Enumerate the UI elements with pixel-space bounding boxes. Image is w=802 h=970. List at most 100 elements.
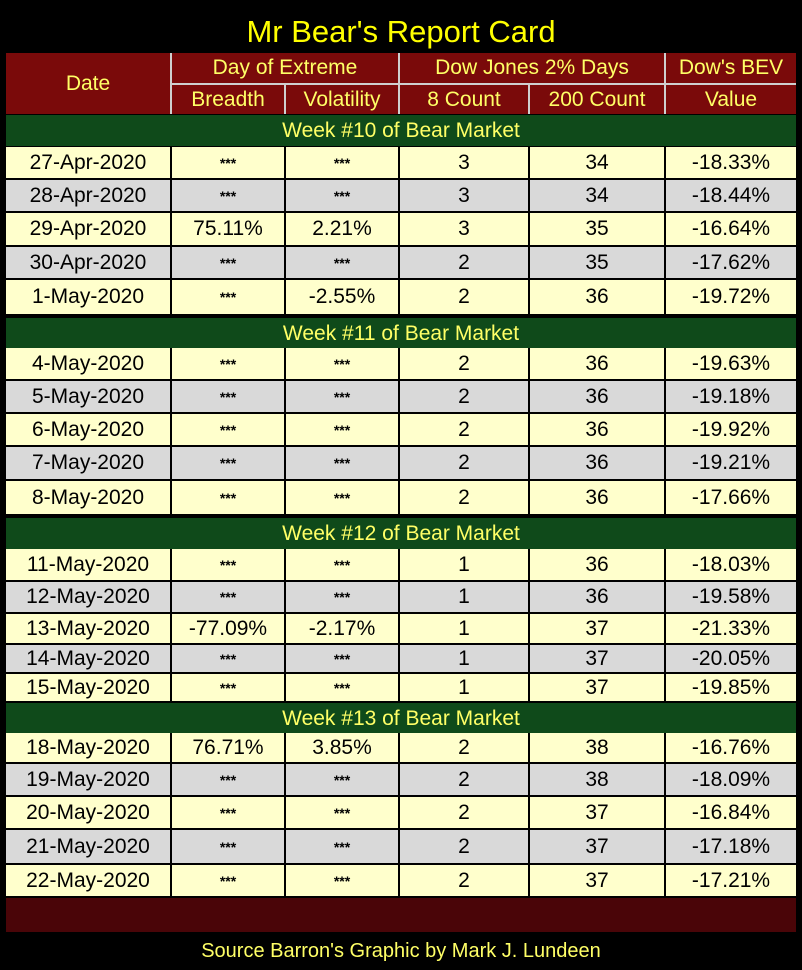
count-8-cell: 1 xyxy=(400,614,530,643)
bev-value-cell: -18.33% xyxy=(691,150,771,174)
count-200-cell: 38 xyxy=(530,764,666,795)
date-cell: 11-May-2020 xyxy=(6,549,172,580)
breadth-cell: *** xyxy=(172,180,286,211)
bev-value-cell: -19.92% xyxy=(691,417,771,441)
count-8-cell: 2 xyxy=(400,481,530,514)
breadth-cell: *** xyxy=(172,381,286,412)
count-8-cell: 1 xyxy=(400,674,530,701)
volatility-cell: *** xyxy=(286,247,400,278)
table-row: 20-May-2020 *** *** 2 37 -16.84% xyxy=(6,797,796,828)
date-cell: 19-May-2020 xyxy=(6,764,172,795)
date-cell: 20-May-2020 xyxy=(6,797,172,828)
table-row: 15-May-2020 *** *** 1 37 -19.85% xyxy=(6,674,796,701)
count-200-cell: 35 xyxy=(530,247,666,278)
count-8-cell: 2 xyxy=(400,733,530,762)
breadth-cell: *** xyxy=(172,247,286,278)
count-200-cell: 37 xyxy=(530,865,666,896)
count-8-cell: 2 xyxy=(400,247,530,278)
header-date: Date xyxy=(65,72,111,95)
count-200-cell: 36 xyxy=(530,481,666,514)
count-8-cell: 1 xyxy=(400,645,530,672)
date-cell: 1-May-2020 xyxy=(6,280,172,314)
bev-value-cell: -16.84% xyxy=(691,800,771,824)
breadth-cell: *** xyxy=(172,280,286,314)
table-row: 4-May-2020 *** *** 2 36 -19.63% xyxy=(6,348,796,379)
breadth-cell: *** xyxy=(172,797,286,828)
breadth-cell: *** xyxy=(172,481,286,514)
header-day-of-extreme: Day of Extreme xyxy=(212,56,358,79)
date-cell: 30-Apr-2020 xyxy=(6,247,172,278)
bev-value-cell: -18.09% xyxy=(691,767,771,791)
header-200-count: 200 Count xyxy=(548,88,646,111)
count-8-cell: 3 xyxy=(400,213,530,245)
bev-value-cell: -17.62% xyxy=(691,250,771,274)
count-8-cell: 1 xyxy=(400,582,530,612)
date-cell: 13-May-2020 xyxy=(6,614,172,643)
breadth-cell: *** xyxy=(172,830,286,863)
bev-value-cell: -20.05% xyxy=(691,646,771,670)
count-8-cell: 3 xyxy=(400,147,530,178)
volatility-cell: *** xyxy=(286,180,400,211)
header-dows-bev: Dow's BEV xyxy=(678,56,784,79)
date-cell: 5-May-2020 xyxy=(6,381,172,412)
count-8-cell: 3 xyxy=(400,180,530,211)
table-row: 6-May-2020 *** *** 2 36 -19.92% xyxy=(6,414,796,445)
table-row: 12-May-2020 *** *** 1 36 -19.58% xyxy=(6,582,796,612)
bev-value-cell: -17.66% xyxy=(691,485,771,509)
breadth-cell: *** xyxy=(172,549,286,580)
table-row: 1-May-2020 *** -2.55% 2 36 -19.72% xyxy=(6,280,796,314)
header-value: Value xyxy=(704,88,758,111)
count-200-cell: 36 xyxy=(530,447,666,479)
count-8-cell: 2 xyxy=(400,865,530,896)
bev-value-cell: -19.85% xyxy=(691,675,771,699)
header-volatility: Volatility xyxy=(303,88,381,111)
count-200-cell: 37 xyxy=(530,614,666,643)
volatility-cell: *** xyxy=(286,645,400,672)
count-200-cell: 34 xyxy=(530,147,666,178)
volatility-cell: *** xyxy=(286,830,400,863)
source-credit: Source Barron's Graphic by Mark J. Lunde… xyxy=(201,940,601,962)
count-200-cell: 36 xyxy=(530,414,666,445)
table-row: 8-May-2020 *** *** 2 36 -17.66% xyxy=(6,481,796,514)
count-8-cell: 2 xyxy=(400,280,530,314)
volatility-cell: 2.21% xyxy=(286,213,400,245)
breadth-cell: *** xyxy=(172,414,286,445)
week-header: Week #13 of Bear Market xyxy=(6,703,796,734)
volatility-cell: *** xyxy=(286,582,400,612)
date-cell: 12-May-2020 xyxy=(6,582,172,612)
volatility-cell: *** xyxy=(286,447,400,479)
date-cell: 18-May-2020 xyxy=(6,733,172,762)
count-200-cell: 36 xyxy=(530,348,666,379)
breadth-cell: *** xyxy=(172,645,286,672)
count-8-cell: 2 xyxy=(400,414,530,445)
bev-value-cell: -19.18% xyxy=(691,384,771,408)
bev-value-cell: -16.64% xyxy=(691,217,771,240)
breadth-cell: *** xyxy=(172,865,286,896)
count-8-cell: 2 xyxy=(400,381,530,412)
count-8-cell: 2 xyxy=(400,764,530,795)
table-row: 13-May-2020 -77.09% -2.17% 1 37 -21.33% xyxy=(6,614,796,643)
count-200-cell: 36 xyxy=(530,280,666,314)
table-row: 22-May-2020 *** *** 2 37 -17.21% xyxy=(6,865,796,896)
count-200-cell: 36 xyxy=(530,549,666,580)
volatility-cell: -2.17% xyxy=(286,614,400,643)
volatility-cell: *** xyxy=(286,797,400,828)
count-8-cell: 2 xyxy=(400,348,530,379)
volatility-cell: *** xyxy=(286,481,400,514)
header-divider xyxy=(284,83,286,114)
page-title: Mr Bear's Report Card xyxy=(246,14,556,49)
date-cell: 28-Apr-2020 xyxy=(6,180,172,211)
count-200-cell: 37 xyxy=(530,674,666,701)
table-row: 27-Apr-2020 *** *** 3 34 -18.33% xyxy=(6,147,796,178)
bev-value-cell: -19.58% xyxy=(691,585,771,608)
table-row: 5-May-2020 *** *** 2 36 -19.18% xyxy=(6,381,796,412)
count-200-cell: 34 xyxy=(530,180,666,211)
header-divider xyxy=(170,83,796,85)
count-200-cell: 37 xyxy=(530,797,666,828)
header-breadth: Breadth xyxy=(191,88,265,111)
bev-value-cell: -19.21% xyxy=(691,451,771,474)
week-header: Week #10 of Bear Market xyxy=(6,115,796,146)
volatility-cell: *** xyxy=(286,674,400,701)
volatility-cell: *** xyxy=(286,147,400,178)
breadth-cell: *** xyxy=(172,447,286,479)
